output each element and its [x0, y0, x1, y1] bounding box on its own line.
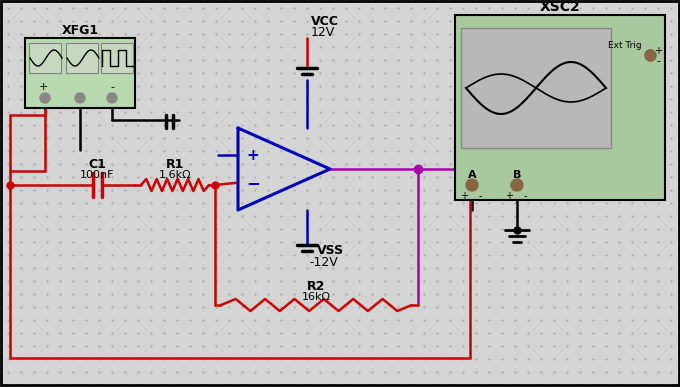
Text: +: + [38, 82, 48, 92]
Bar [455, 15, 665, 200]
Text: R1: R1 [166, 159, 184, 171]
Text: C1: C1 [88, 159, 106, 171]
Text: +: + [654, 46, 662, 56]
Text: VCC: VCC [311, 15, 339, 28]
Text: +: + [460, 191, 468, 201]
Text: Ext Trig: Ext Trig [608, 41, 642, 50]
Text: XFG1: XFG1 [61, 24, 99, 36]
Text: -: - [656, 56, 660, 66]
Circle shape [75, 93, 85, 103]
Bar [461, 28, 611, 148]
Text: +: + [247, 148, 259, 163]
Text: -: - [110, 82, 114, 92]
Circle shape [466, 179, 478, 191]
Bar [29, 43, 61, 73]
Text: -: - [478, 191, 481, 201]
Circle shape [645, 50, 655, 60]
Circle shape [107, 93, 117, 103]
Text: 100nF: 100nF [80, 170, 114, 180]
Text: −: − [246, 174, 260, 192]
Circle shape [511, 179, 523, 191]
Text: 12V: 12V [311, 26, 335, 39]
Bar [66, 43, 98, 73]
Text: +: + [505, 191, 513, 201]
Text: -12V: -12V [309, 257, 338, 269]
Text: XSC2: XSC2 [540, 0, 580, 14]
Text: A: A [468, 170, 476, 180]
Text: R2: R2 [307, 281, 326, 293]
Bar [101, 43, 133, 73]
Bar [25, 38, 135, 108]
Text: 1.6kΩ: 1.6kΩ [158, 170, 191, 180]
Text: 16kΩ: 16kΩ [302, 292, 331, 302]
Circle shape [40, 93, 50, 103]
Text: -: - [523, 191, 527, 201]
Text: B: B [513, 170, 521, 180]
Text: VSS: VSS [317, 245, 344, 257]
